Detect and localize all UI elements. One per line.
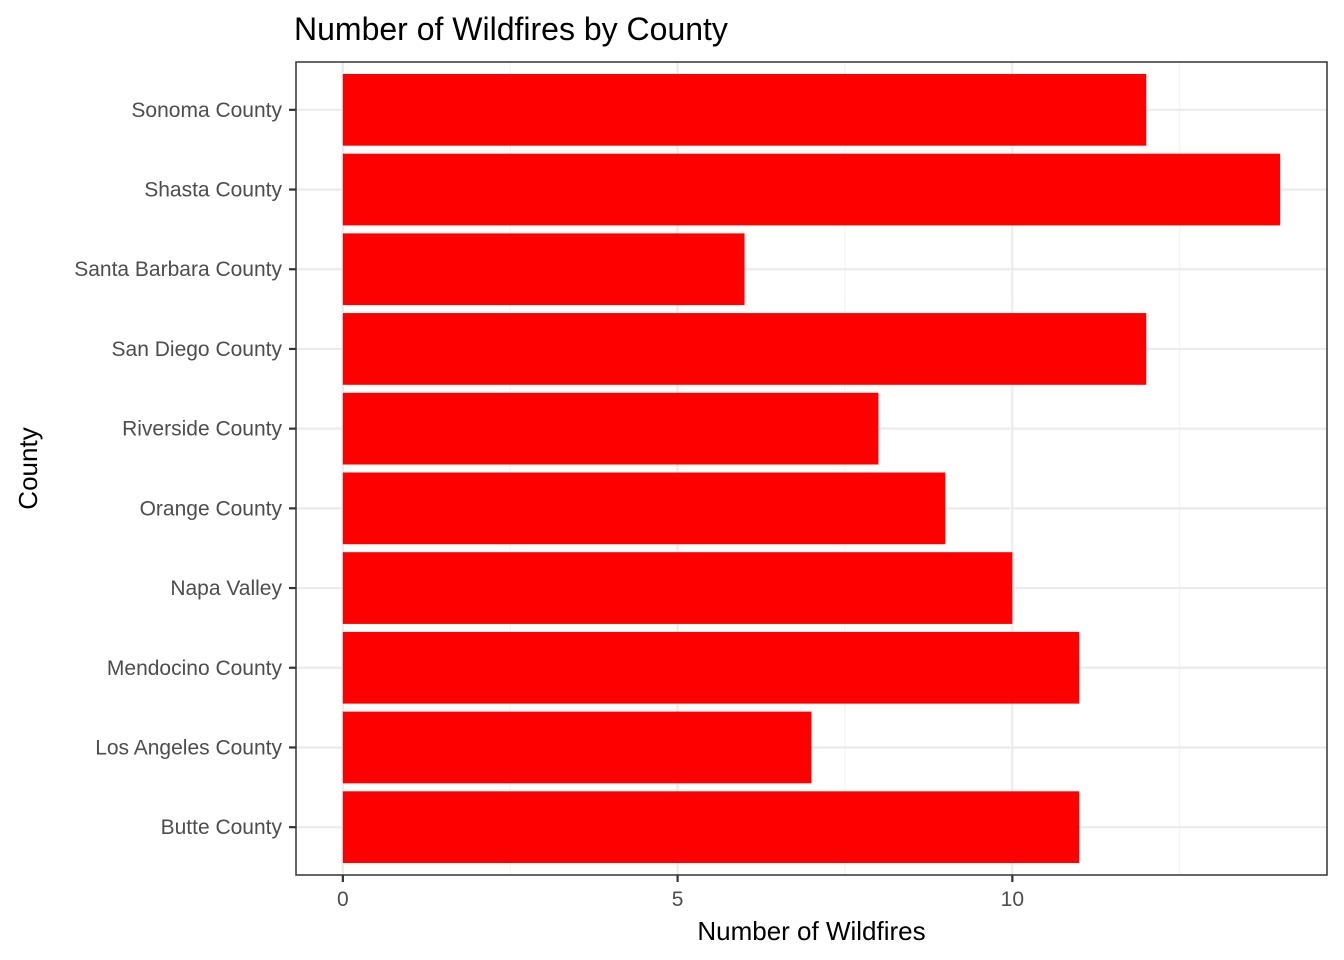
y-tick-label: Orange County xyxy=(140,497,283,520)
bars xyxy=(342,73,1281,864)
chart-title: Number of Wildfires by County xyxy=(294,11,728,47)
y-tick-label: Sonoma County xyxy=(131,99,282,122)
x-tick-label: 10 xyxy=(1001,888,1024,911)
x-axis-title: Number of Wildfires xyxy=(697,916,925,946)
x-tick-label: 0 xyxy=(337,888,349,911)
y-tick-label: Santa Barbara County xyxy=(74,258,282,281)
bar-sonoma-county xyxy=(342,73,1147,146)
bar-santa-barbara-county xyxy=(342,233,745,306)
plot-panel xyxy=(295,61,1328,876)
y-tick-label: Los Angeles County xyxy=(95,736,282,759)
bar-butte-county xyxy=(342,791,1080,864)
bar-shasta-county xyxy=(342,153,1281,226)
y-tick-label: Riverside County xyxy=(122,418,282,441)
y-axis: Butte County Los Angeles County Mendocino … xyxy=(74,99,296,839)
y-tick-label: Napa Valley xyxy=(170,577,282,600)
bar-orange-county xyxy=(342,472,946,545)
bar-riverside-county xyxy=(342,392,879,465)
bar-napa-valley xyxy=(342,552,1013,624)
bar-mendocino-county xyxy=(342,631,1080,704)
y-tick-label: San Diego County xyxy=(112,338,283,361)
bar-san-diego-county xyxy=(342,313,1147,385)
x-axis: 0 5 10 xyxy=(337,875,1024,911)
y-axis-title: County xyxy=(13,427,43,509)
y-tick-label: Shasta County xyxy=(144,179,282,202)
panel-border xyxy=(295,61,1328,876)
y-tick-label: Butte County xyxy=(161,816,283,839)
bar-los-angeles-county xyxy=(342,711,812,784)
y-tick-label: Mendocino County xyxy=(107,657,283,680)
x-tick-label: 5 xyxy=(672,888,684,911)
